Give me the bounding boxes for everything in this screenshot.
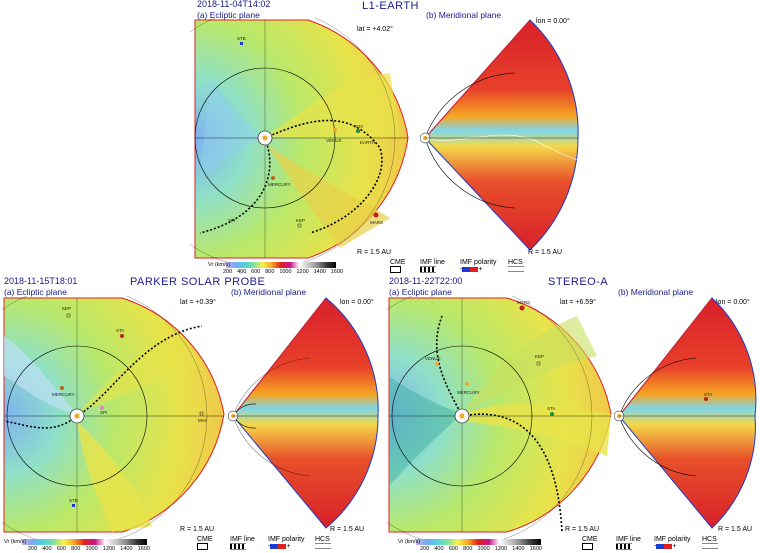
svg-text:MERCURY: MERCURY <box>52 392 75 397</box>
svg-text:MERCURY: MERCURY <box>457 390 480 395</box>
legend-imf-line: IMF line <box>230 536 255 550</box>
colorbar-ticks: 200 400 600 800 1000 1200 1400 1600 <box>28 546 150 552</box>
svg-text:MAY: MAY <box>198 418 207 423</box>
svg-text:MERCURY: MERCURY <box>268 182 291 187</box>
svg-text:SPI: SPI <box>100 410 107 415</box>
meridional-plot <box>228 297 379 529</box>
meridional-plot <box>420 19 579 251</box>
svg-text:KEP: KEP <box>296 218 305 223</box>
legend-imf-line: IMF line <box>420 259 445 273</box>
svg-text:KEP: KEP <box>535 354 544 359</box>
lon-readout: lon = 0.00° <box>340 299 374 306</box>
lon-readout: lon = 0.00° <box>716 299 750 306</box>
timestamp: 2018-11-04T14:02 <box>197 0 271 9</box>
legend-imf-polarity: IMF polarity - + <box>460 259 497 273</box>
svg-text:MARS: MARS <box>370 220 383 225</box>
svg-text:STB: STB <box>237 36 246 41</box>
radius-right: R = 1.5 AU <box>330 526 365 533</box>
radius-right: R = 1.5 AU <box>718 526 753 533</box>
ecliptic-label: (a) Ecliptic plane <box>389 287 452 297</box>
stb-marker <box>240 42 243 45</box>
colorbar-ticks: 200 400 600 800 1000 1200 1400 1600 <box>223 269 343 275</box>
ecliptic-plot: STB VENUS STA EARTH MERCURY MARS SPI KEP <box>190 18 409 263</box>
panel-title: L1-EARTH <box>362 0 419 12</box>
svg-text:STB: STB <box>69 498 78 503</box>
panel-title: PARKER SOLAR PROBE <box>130 276 266 288</box>
meridional-label: (b) Meridional plane <box>231 287 307 297</box>
legend-cme: CME <box>197 536 213 550</box>
colorbar-label: Vr (km/s) <box>208 262 231 268</box>
ecliptic-plot: MARS KEP MERCURY VENUS STA <box>387 296 612 541</box>
lat-readout: lat = +4.02° <box>357 26 393 33</box>
lon-readout: lon = 0.00° <box>536 18 570 25</box>
ecliptic-plot: KEP STA MERCURY SPI MAY STB <box>2 296 225 541</box>
svg-text:MARS: MARS <box>517 300 530 305</box>
radius-left: R = 1.5 AU <box>180 526 215 533</box>
svg-text:STA: STA <box>116 328 124 333</box>
radius-right: R = 1.5 AU <box>528 249 563 256</box>
meridional-label: (b) Meridional plane <box>618 287 694 297</box>
legend-hcs: HCS <box>702 536 718 550</box>
lat-readout: lat = +6.59° <box>560 299 596 306</box>
meridional-label: (b) Meridional plane <box>426 10 502 20</box>
radius-left: R = 1.5 AU <box>565 526 600 533</box>
ecliptic-label: (a) Ecliptic plane <box>4 287 67 297</box>
legend-cme: CME <box>390 259 406 273</box>
legend-imf-polarity: IMF polarity - + <box>268 536 305 550</box>
timestamp: 2018-11-22T22:00 <box>389 276 463 286</box>
svg-text:VENUS: VENUS <box>425 356 441 361</box>
svg-text:STA: STA <box>355 124 363 129</box>
lat-readout: lat = +0.39° <box>180 299 216 306</box>
legend-cme: CME <box>582 536 598 550</box>
legend-hcs: HCS <box>315 536 331 550</box>
panel-title: STEREO-A <box>548 276 609 288</box>
svg-text:STA: STA <box>547 406 555 411</box>
svg-text:KEP: KEP <box>62 306 71 311</box>
meridional-plot: STA <box>614 297 757 529</box>
legend-imf-polarity: IMF polarity - + <box>654 536 691 550</box>
radius-left: R = 1.5 AU <box>357 249 392 256</box>
svg-text:EARTH: EARTH <box>360 140 375 145</box>
colorbar-ticks: 200 400 600 800 1000 1200 1400 1600 <box>420 546 542 552</box>
legend-hcs: HCS <box>508 259 524 273</box>
timestamp: 2018-11-15T18:01 <box>4 276 78 286</box>
ecliptic-label: (a) Ecliptic plane <box>197 10 260 20</box>
svg-text:STA: STA <box>704 392 712 397</box>
svg-text:SPI: SPI <box>228 218 235 223</box>
svg-text:VENUS: VENUS <box>326 138 342 143</box>
legend-imf-line: IMF line <box>616 536 641 550</box>
